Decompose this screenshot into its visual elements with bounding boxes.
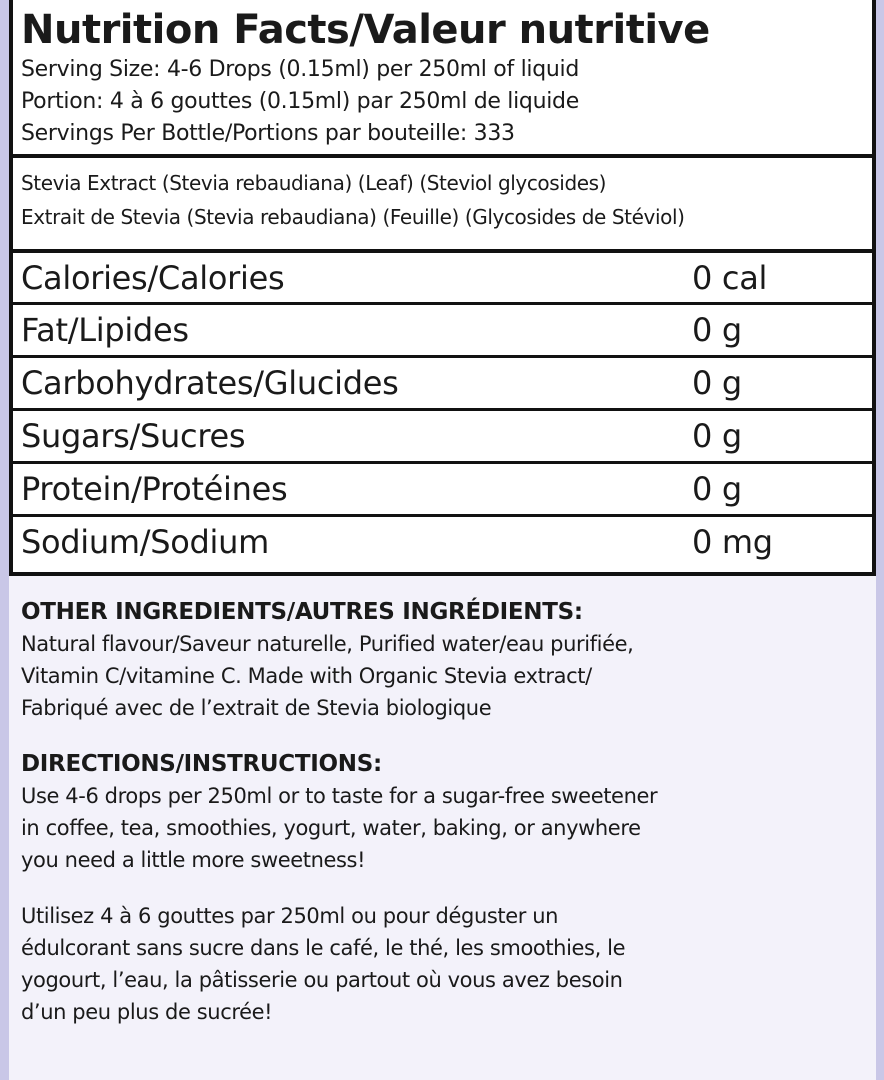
serving-size: Serving Size: 4-6 Drops (0.15ml) per 250… <box>21 57 580 82</box>
label-title: Nutrition Facts/Valeur nutritive <box>21 7 710 53</box>
nutrient-name: Sugars/Sucres <box>21 417 246 455</box>
ingredients-line: Vitamin C/vitamine C. Made with Organic … <box>21 664 592 688</box>
directions-en-line: Use 4-6 drops per 250ml or to taste for … <box>21 784 658 808</box>
stevia-fr: Extrait de Stevia (Stevia rebaudiana) (F… <box>21 205 685 229</box>
nutrient-name: Fat/Lipides <box>21 311 189 349</box>
directions-fr-line: édulcorant sans sucre dans le café, le t… <box>21 936 626 960</box>
ingredients-line: Fabriqué avec de l’extrait de Stevia bio… <box>21 696 492 720</box>
nutrient-name: Sodium/Sodium <box>21 523 269 561</box>
nutrient-row: Protein/Protéines 0 g <box>13 461 872 514</box>
nutrient-row: Sugars/Sucres 0 g <box>13 408 872 461</box>
other-ingredients-heading: OTHER INGREDIENTS/AUTRES INGRÉDIENTS: <box>21 599 583 625</box>
nutrient-name: Calories/Calories <box>21 258 285 297</box>
directions-fr-line: d’un peu plus de sucrée! <box>21 1000 273 1024</box>
nutrient-value: 0 g <box>692 417 742 455</box>
directions-fr-line: yogourt, l’eau, la pâtisserie ou partout… <box>21 968 623 992</box>
nutrient-row: Calories/Calories 0 cal <box>13 249 872 302</box>
servings-per-bottle: Servings Per Bottle/Portions par bouteil… <box>21 121 515 146</box>
directions-en-line: you need a little more sweetness! <box>21 848 366 872</box>
nutrient-value: 0 g <box>692 470 742 508</box>
portion: Portion: 4 à 6 gouttes (0.15ml) par 250m… <box>21 89 579 114</box>
nutrient-row: Carbohydrates/Glucides 0 g <box>13 355 872 408</box>
nutrient-value: 0 cal <box>692 258 768 297</box>
nutrient-row: Sodium/Sodium 0 mg <box>13 514 872 567</box>
ingredients-line: Natural flavour/Saveur naturelle, Purifi… <box>21 632 634 656</box>
nutrient-name: Protein/Protéines <box>21 470 288 508</box>
nutrient-row: Fat/Lipides 0 g <box>13 302 872 355</box>
stevia-section: Stevia Extract (Stevia rebaudiana) (Leaf… <box>13 154 872 249</box>
nutrition-facts-table: Nutrition Facts/Valeur nutritive Serving… <box>9 0 876 576</box>
nutrient-value: 0 mg <box>692 523 773 561</box>
ingredients-directions: OTHER INGREDIENTS/AUTRES INGRÉDIENTS: Na… <box>9 576 876 1080</box>
directions-fr-line: Utilisez 4 à 6 gouttes par 250ml ou pour… <box>21 904 559 928</box>
nutrient-name: Carbohydrates/Glucides <box>21 364 399 402</box>
stevia-en: Stevia Extract (Stevia rebaudiana) (Leaf… <box>21 171 607 195</box>
directions-heading: DIRECTIONS/INSTRUCTIONS: <box>21 751 382 777</box>
nutrient-rows: Calories/Calories 0 cal Fat/Lipides 0 g Ca… <box>13 249 872 567</box>
nutrient-value: 0 g <box>692 364 742 402</box>
directions-en-line: in coffee, tea, smoothies, yogurt, water… <box>21 816 641 840</box>
nutrient-value: 0 g <box>692 311 742 349</box>
